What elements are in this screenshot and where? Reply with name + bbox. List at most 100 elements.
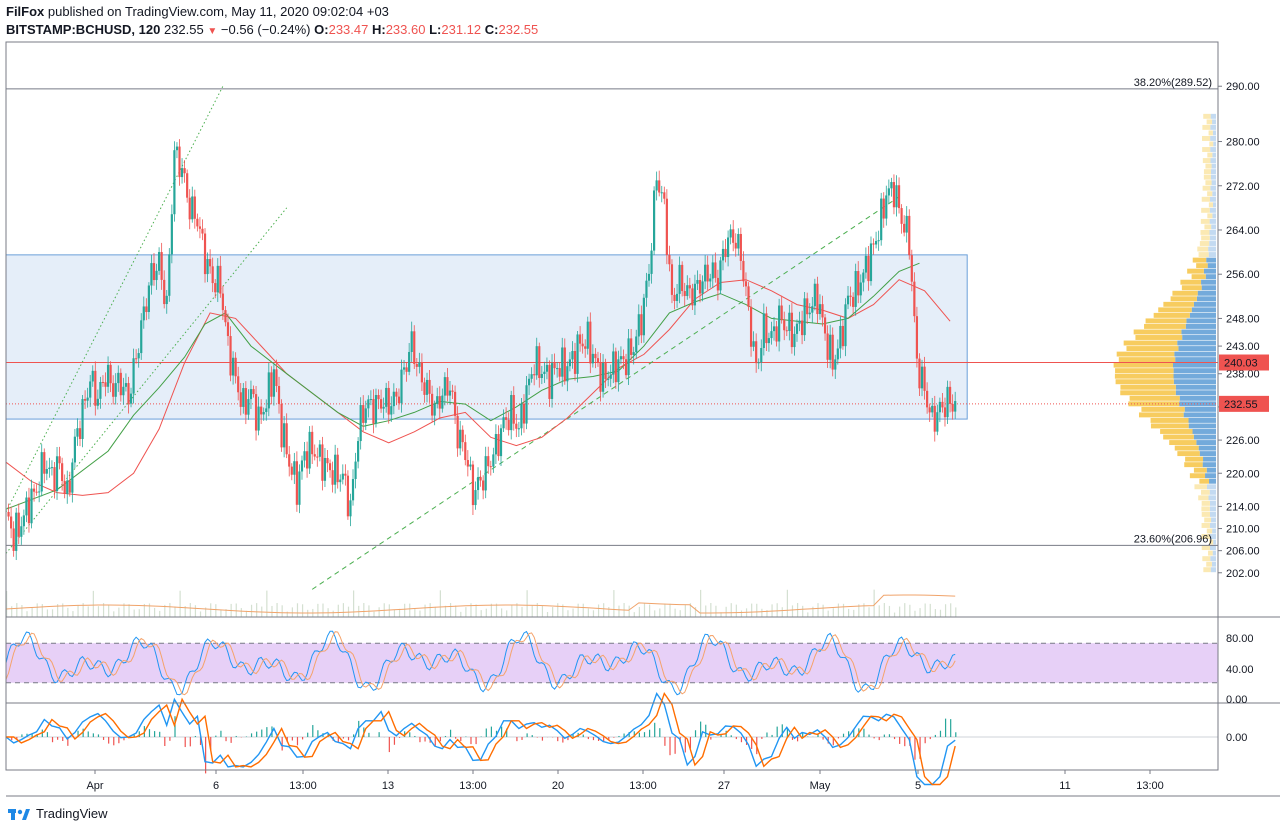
time-tick-label: 20 xyxy=(552,780,564,792)
volume-profile-bar xyxy=(1210,135,1216,141)
volume-bar xyxy=(587,608,589,617)
macd-histogram-bar xyxy=(541,737,544,741)
volume-profile-bar xyxy=(1202,462,1216,468)
candle-body xyxy=(469,464,472,467)
volume-profile-bar xyxy=(1208,246,1216,252)
candle-body xyxy=(91,370,94,382)
volume-bar xyxy=(572,608,574,617)
macd-histogram-bar xyxy=(929,737,931,740)
volume-profile-bar xyxy=(1135,335,1183,340)
macd-histogram-bar xyxy=(939,730,942,737)
candle-body xyxy=(390,406,393,415)
candle-body xyxy=(553,363,556,369)
candle-body xyxy=(308,431,311,469)
volume-profile-bar xyxy=(1202,135,1211,141)
candle-body xyxy=(673,294,676,301)
volume-bar xyxy=(853,609,855,617)
macd-histogram-bar xyxy=(562,737,564,743)
candle-body xyxy=(601,363,605,392)
high-value: 233.60 xyxy=(385,22,426,37)
candle-body xyxy=(68,480,71,493)
price-badge-label: 232.55 xyxy=(1224,399,1258,411)
stochastic-d-line xyxy=(5,631,956,696)
candle-body xyxy=(173,150,176,215)
volume-profile-bar xyxy=(1177,340,1216,346)
tradingview-brand[interactable]: TradingView xyxy=(8,806,108,821)
macd-histogram-bar xyxy=(628,731,630,737)
volume-profile-bar xyxy=(1201,196,1211,202)
macd-histogram-bar xyxy=(159,731,161,737)
volume-profile-bar xyxy=(1203,113,1211,119)
volume-bar xyxy=(281,605,283,617)
candle-body xyxy=(647,273,651,281)
candle-body xyxy=(831,334,834,370)
candle-body xyxy=(653,190,656,251)
price-pane[interactable]: 38.20%(289.52) 23.60%(206.96) xyxy=(5,77,1218,617)
brand-name: TradingView xyxy=(36,806,108,821)
candle-body xyxy=(936,412,939,432)
macd-histogram-bar xyxy=(414,735,416,737)
candle-body xyxy=(895,185,898,208)
candle-body xyxy=(119,372,122,396)
volume-bar xyxy=(449,603,452,617)
macd-histogram-bar xyxy=(388,737,390,753)
candle-body xyxy=(303,451,306,461)
volume-profile-bar xyxy=(1194,484,1207,490)
close-value: 232.55 xyxy=(498,22,539,37)
macd-histogram-bar xyxy=(205,737,207,774)
candle-body xyxy=(106,364,110,387)
candle-body xyxy=(50,467,54,469)
volume-bar xyxy=(26,611,28,617)
candle-body xyxy=(818,304,822,315)
volume-bar xyxy=(848,608,850,617)
candle-body xyxy=(265,408,268,412)
candle-body xyxy=(300,460,304,472)
macd-histogram-bar xyxy=(613,737,615,738)
candle-body xyxy=(20,526,23,537)
volume-bar xyxy=(501,608,503,617)
volume-bar xyxy=(194,605,197,617)
price-tick-label: 210.00 xyxy=(1226,524,1260,536)
candle-body xyxy=(650,250,653,274)
candle-body xyxy=(586,321,589,349)
volume-profile-bar xyxy=(1174,351,1216,357)
candle-body xyxy=(17,512,20,537)
candle-body xyxy=(313,454,316,457)
macd-histogram-bar xyxy=(281,737,283,751)
macd-signal-line xyxy=(6,691,956,786)
candle-body xyxy=(487,456,490,467)
volume-profile-bar xyxy=(1205,180,1212,186)
candle-body xyxy=(459,429,462,449)
author-name[interactable]: FilFox xyxy=(6,4,45,19)
volume-profile-bar xyxy=(1123,340,1178,346)
time-tick-label: Apr xyxy=(86,780,103,792)
volume-profile-bar xyxy=(1138,412,1184,418)
candle-body xyxy=(885,195,888,219)
macd-histogram-bar xyxy=(133,734,135,737)
macd-histogram-bar xyxy=(934,734,936,737)
macd-histogram-bar xyxy=(353,734,355,737)
volume-profile-bar xyxy=(1207,213,1213,219)
volume-profile-bar xyxy=(1133,329,1182,335)
candle-body xyxy=(517,428,520,430)
stochastic-pane[interactable] xyxy=(5,630,1218,696)
macd-histogram-bar xyxy=(148,729,151,737)
volume-profile-bar xyxy=(1189,312,1216,318)
candle-body xyxy=(285,423,288,455)
volume-bar xyxy=(944,604,947,617)
candle-body xyxy=(734,242,737,249)
candle-body xyxy=(160,252,163,280)
volume-profile-bar xyxy=(1128,401,1180,407)
volume-bar xyxy=(832,608,834,617)
volume-bar xyxy=(827,610,829,617)
candle-body xyxy=(283,423,286,448)
macd-pane[interactable] xyxy=(5,691,1218,786)
volume-bar xyxy=(669,603,671,617)
volume-profile-bar xyxy=(1208,130,1213,136)
macd-histogram-bar xyxy=(77,730,79,737)
candle-body xyxy=(622,356,625,360)
macd-histogram-bar xyxy=(424,737,426,742)
volume-profile-bar xyxy=(1174,445,1199,451)
candle-body xyxy=(145,306,148,313)
